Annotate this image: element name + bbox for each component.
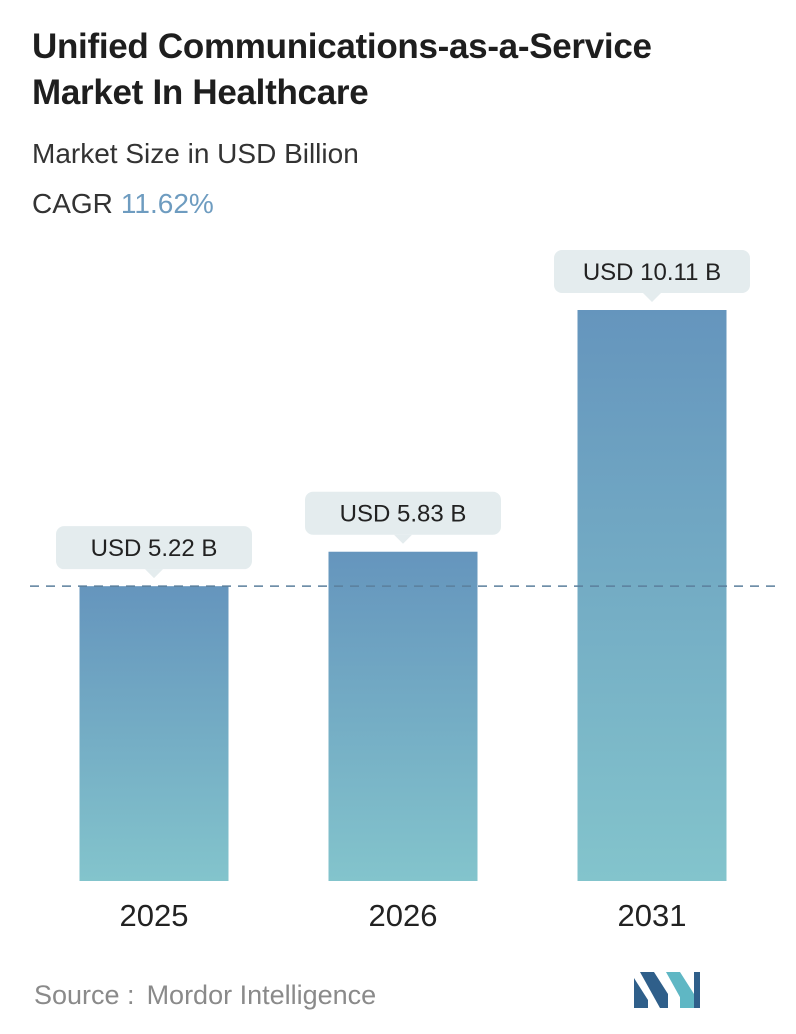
bar-2025 xyxy=(79,586,229,881)
x-tick-label-2025: 2025 xyxy=(120,898,189,933)
value-label-2031: USD 10.11 B xyxy=(554,250,750,302)
cagr-value: 11.62% xyxy=(120,188,214,219)
value-label-text: USD 5.22 B xyxy=(91,535,218,562)
value-label-2025: USD 5.22 B xyxy=(56,526,252,579)
source-line: Source : Mordor Intelligence xyxy=(34,980,376,1011)
bar-2031 xyxy=(577,310,727,881)
value-label-text: USD 10.11 B xyxy=(583,259,721,286)
mordor-intelligence-logo xyxy=(634,972,700,1008)
value-label-text: USD 5.83 B xyxy=(340,501,467,528)
value-label-2026: USD 5.83 B xyxy=(305,491,501,544)
cagr-line: CAGR 11.62% xyxy=(32,188,214,220)
cagr-label: CAGR xyxy=(32,188,113,219)
bar-chart: USD 5.22 B 2025 USD 5.83 B 2026 USD 10.11 B 2… xyxy=(30,250,780,933)
chart-subtitle: Market Size in USD Billion xyxy=(32,138,359,169)
x-tick-label-2031: 2031 xyxy=(618,898,687,933)
bar-2026 xyxy=(328,551,478,881)
source-value: Mordor Intelligence xyxy=(146,980,377,1010)
x-tick-label-2026: 2026 xyxy=(369,898,438,933)
source-label: Source : xyxy=(34,980,135,1010)
chart-title: Unified Communications-as-a-Service Mark… xyxy=(32,27,652,112)
